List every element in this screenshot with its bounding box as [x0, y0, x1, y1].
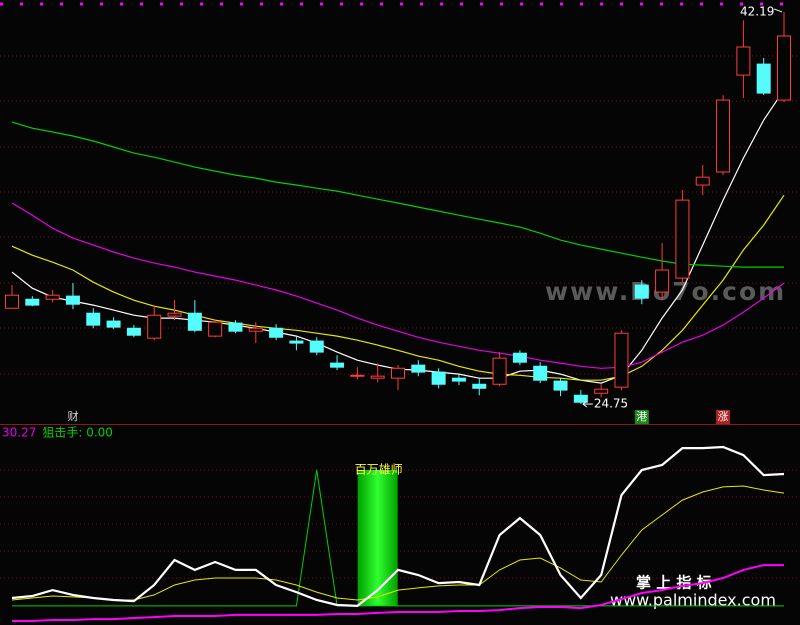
candle-body — [655, 269, 670, 293]
candle-body — [675, 199, 690, 279]
candle-body — [208, 321, 223, 337]
candle-body — [350, 374, 365, 377]
bar-label: 百万雄师 — [355, 462, 403, 477]
candle-body — [269, 327, 284, 338]
candle-body — [289, 340, 304, 344]
candle-body — [533, 365, 548, 381]
signal-bar — [357, 470, 398, 606]
candle-body — [65, 295, 80, 305]
candle-body — [756, 63, 771, 94]
candle-body — [411, 364, 426, 373]
candle-body — [594, 388, 609, 394]
candle-body — [228, 322, 243, 332]
readout: 30.27 — [2, 426, 36, 440]
candle-body — [573, 394, 588, 403]
signal-box — [634, 410, 649, 424]
candle-body — [391, 367, 405, 379]
watermark: www.palmindex.com — [610, 591, 776, 610]
line — [11, 121, 784, 268]
max-label: 42.19 — [740, 4, 774, 18]
candle-body — [777, 35, 791, 101]
candle-body — [370, 375, 385, 379]
candle-body — [25, 298, 40, 306]
candle-body — [248, 327, 263, 332]
min-label: 24.75 — [594, 397, 628, 411]
candle-body — [86, 312, 101, 326]
candle-body — [512, 352, 527, 363]
candle-body — [553, 380, 568, 391]
candle-body — [451, 377, 466, 382]
readout: 狙击手: 0.00 — [42, 426, 113, 440]
candle-body — [736, 46, 751, 76]
candle-body — [45, 294, 60, 300]
candle-body — [695, 176, 710, 186]
candle-body — [634, 284, 649, 299]
candle-body — [106, 320, 121, 328]
candle-body — [5, 294, 19, 309]
candle-body — [614, 332, 629, 388]
watermark: 掌 上 指 标 — [636, 574, 712, 592]
grid — [0, 55, 800, 579]
line — [12, 564, 784, 622]
candle-body — [716, 99, 731, 173]
candle-body — [147, 314, 162, 339]
signal-box — [716, 410, 731, 424]
line — [11, 485, 785, 601]
line — [11, 202, 785, 369]
min-arrow-head — [582, 400, 588, 408]
candle-body — [126, 327, 141, 336]
candle-body — [492, 357, 507, 385]
max-arrow — [773, 8, 783, 13]
line — [11, 445, 785, 608]
candle-body — [187, 312, 202, 331]
signal: 涨 — [718, 410, 729, 423]
candle-body — [472, 383, 487, 389]
signal: 港 — [636, 410, 647, 423]
candle-body — [167, 312, 182, 317]
line — [12, 469, 784, 607]
candle-body — [431, 371, 446, 385]
candle-body — [330, 362, 345, 368]
candle-body — [309, 340, 324, 353]
signal: 财 — [67, 409, 78, 423]
